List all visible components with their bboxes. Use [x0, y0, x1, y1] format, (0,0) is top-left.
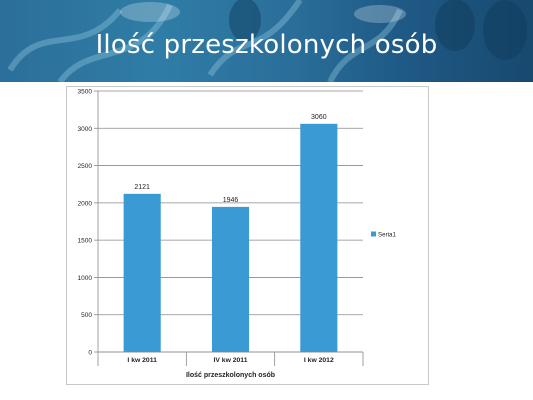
bar [300, 123, 338, 352]
data-label: 1946 [223, 197, 239, 204]
bar [123, 193, 161, 352]
y-tick-label: 1000 [78, 275, 93, 282]
y-tick-label: 2000 [78, 200, 93, 207]
y-tick-label: 3500 [78, 89, 93, 96]
y-tick-label: 500 [81, 312, 92, 319]
banner-decoration [7, 0, 527, 82]
x-tick-label: IV kw 2011 [213, 357, 247, 364]
x-tick-label: I kw 2012 [304, 357, 334, 364]
legend-label: Seria1 [378, 232, 396, 239]
data-label: 2121 [134, 184, 150, 191]
y-tick-label: 1500 [78, 238, 93, 245]
header-banner: Ilość przeszkolonych osób [0, 0, 533, 82]
slide-title: Ilość przeszkolonych osób [95, 30, 438, 60]
data-label: 3060 [311, 114, 327, 121]
y-tick-label: 2500 [78, 163, 93, 170]
x-tick-label: I kw 2011 [127, 357, 157, 364]
bar [211, 206, 250, 352]
y-tick-label: 3000 [78, 126, 93, 133]
chart-area: 0 500 1000 1500 2000 2500 3000 3500 2121 1946 3060… [66, 86, 429, 385]
bar-chart: 0 500 1000 1500 2000 2500 3000 3500 2121 1946 3060… [78, 89, 397, 380]
x-axis-title: Ilość przeszkolonych osób [186, 372, 275, 379]
y-tick-label: 0 [88, 350, 92, 357]
legend-swatch [371, 231, 376, 237]
